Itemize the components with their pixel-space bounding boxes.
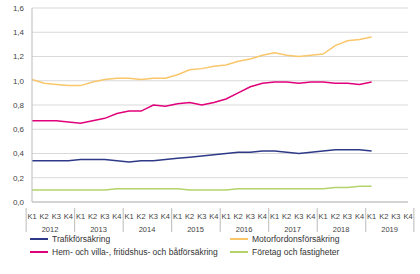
svg-text:K2: K2 (40, 212, 49, 221)
svg-text:K4: K4 (258, 212, 267, 221)
svg-text:2014: 2014 (139, 225, 156, 232)
svg-text:K2: K2 (282, 212, 291, 221)
svg-text:2016: 2016 (236, 225, 253, 232)
svg-text:K4: K4 (161, 212, 170, 221)
svg-text:2019: 2019 (381, 225, 398, 232)
svg-text:K3: K3 (197, 212, 206, 221)
svg-text:0,6: 0,6 (13, 125, 25, 134)
svg-text:K4: K4 (64, 212, 73, 221)
svg-text:K1: K1 (124, 212, 133, 221)
svg-text:K3: K3 (52, 212, 61, 221)
svg-text:2013: 2013 (90, 225, 107, 232)
svg-text:K4: K4 (306, 212, 315, 221)
svg-text:K4: K4 (112, 212, 121, 221)
svg-text:0,8: 0,8 (13, 101, 25, 110)
svg-text:K3: K3 (343, 212, 352, 221)
svg-text:K2: K2 (137, 212, 146, 221)
svg-text:K2: K2 (379, 212, 388, 221)
svg-text:K1: K1 (319, 212, 328, 221)
svg-text:K1: K1 (221, 212, 230, 221)
svg-text:0,2: 0,2 (13, 174, 25, 183)
svg-text:1,0: 1,0 (13, 77, 25, 86)
svg-text:2018: 2018 (333, 225, 350, 232)
svg-text:K1: K1 (270, 212, 279, 221)
html-text:Trafikförsäkring: Trafikförsäkring (52, 234, 111, 244)
svg-text:1,2: 1,2 (13, 52, 25, 61)
svg-text:K3: K3 (294, 212, 303, 221)
svg-text:K2: K2 (88, 212, 97, 221)
svg-text:K4: K4 (209, 212, 218, 221)
svg-text:0,4: 0,4 (13, 149, 25, 158)
svg-text:K1: K1 (173, 212, 182, 221)
svg-text:K3: K3 (246, 212, 255, 221)
svg-text:2017: 2017 (284, 225, 301, 232)
html-text:Hem- och villa-, fritidshus- o: Hem- och villa-, fritidshus- och båtförs… (52, 247, 218, 257)
svg-text:K1: K1 (76, 212, 85, 221)
svg-text:K4: K4 (403, 212, 412, 221)
svg-text:K2: K2 (234, 212, 243, 221)
svg-text:2015: 2015 (187, 225, 204, 232)
svg-text:K2: K2 (331, 212, 340, 221)
svg-text:K1: K1 (367, 212, 376, 221)
svg-text:0,0: 0,0 (13, 198, 25, 207)
svg-text:K1: K1 (27, 212, 36, 221)
html-text:Företag och fastigheter: Företag och fastigheter (252, 247, 340, 257)
svg-text:1,6: 1,6 (13, 4, 25, 13)
svg-text:1,4: 1,4 (13, 28, 25, 37)
svg-text:K3: K3 (149, 212, 158, 221)
svg-text:K3: K3 (100, 212, 109, 221)
svg-text:K3: K3 (391, 212, 400, 221)
svg-text:K4: K4 (355, 212, 364, 221)
svg-text:2012: 2012 (42, 225, 59, 232)
html-text:Motorfordonsförsäkring: Motorfordonsförsäkring (252, 234, 340, 244)
svg-text:K2: K2 (185, 212, 194, 221)
